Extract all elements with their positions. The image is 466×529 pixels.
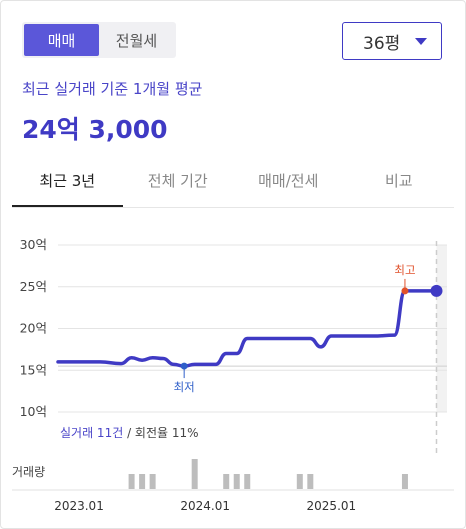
current-point (430, 284, 443, 297)
deal-type-toggle: 매매 전월세 (22, 22, 176, 58)
x-tick-label: 2025.01 (307, 499, 357, 513)
volume-bar (191, 459, 198, 489)
y-tick-label: 20억 (20, 321, 47, 336)
y-tick-label: 25억 (20, 279, 47, 294)
jeonse-tab-button[interactable]: 전월세 (115, 31, 158, 50)
volume-bar (401, 474, 408, 489)
size-dropdown-value: 36평 (363, 33, 401, 54)
x-tick-label: 2024.01 (180, 499, 230, 513)
size-dropdown[interactable]: 36평 (342, 22, 442, 60)
y-tick-label: 10억 (20, 404, 47, 419)
deal-stats: 실거래 11건 / 회전율 11% (60, 424, 199, 441)
volume-bar (223, 474, 230, 489)
high-label: 최고 (394, 263, 415, 277)
price-line (56, 289, 439, 368)
y-tick-label: 15억 (20, 362, 47, 377)
low-marker (180, 362, 188, 370)
high-marker (401, 287, 409, 295)
caret-down-icon (415, 38, 427, 45)
volume-bar (149, 474, 156, 489)
volume-label: 거래량 (12, 465, 46, 479)
stats-separator: / (123, 426, 135, 440)
volume-bar (233, 474, 240, 489)
volume-bar (139, 474, 146, 489)
turnover-rate: 회전율 11% (134, 426, 199, 440)
deal-count: 실거래 11건 (60, 426, 124, 440)
tab-all-period[interactable]: 전체 기간 (147, 172, 208, 190)
volume-bar (244, 474, 251, 489)
tab-compare[interactable]: 비교 (384, 172, 413, 190)
x-tick-label: 2023.01 (54, 499, 104, 513)
volume-bar (296, 474, 303, 489)
sale-tab-button[interactable]: 매매 (24, 24, 99, 56)
tab-sale-jeonse[interactable]: 매매/전세 (258, 172, 319, 190)
tab-recent-3y[interactable]: 최근 3년 (12, 158, 123, 207)
low-label: 최저 (174, 380, 195, 394)
period-tabs: 최근 3년 전체 기간 매매/전세 비교 (12, 158, 454, 208)
y-tick-label: 30억 (20, 237, 47, 252)
average-subtitle: 최근 실거래 기준 1개월 평균 (22, 80, 203, 98)
volume-bar (307, 474, 314, 489)
volume-bar (128, 474, 135, 489)
average-price: 24억 3,000 (22, 115, 168, 144)
